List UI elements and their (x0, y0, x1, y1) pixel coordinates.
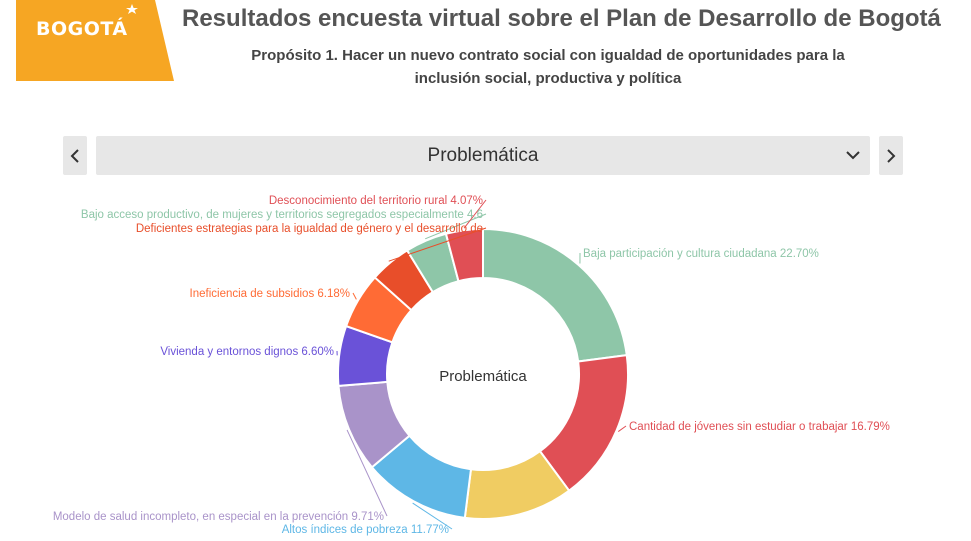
slice-label: Ineficiencia de subsidios 6.18% (190, 288, 350, 300)
leader-line (346, 429, 388, 517)
slice-label: Vivienda y entornos dignos 6.60% (160, 346, 334, 358)
pie-slice[interactable] (444, 227, 484, 283)
chevron-down-icon (846, 151, 860, 160)
slice-label: Deficientes estrategias para la igualdad… (136, 223, 483, 235)
slice-label: Desconocimiento del territorio rural 4.0… (269, 195, 483, 207)
select-value: Problemática (427, 145, 539, 166)
previous-button[interactable] (63, 136, 87, 175)
slice-label: Modelo de salud incompleto, en especial … (53, 511, 384, 523)
next-button[interactable] (879, 136, 903, 175)
subtitle-line-1: Propósito 1. Hacer un nuevo contrato soc… (251, 47, 845, 64)
slice-label: Bajo acceso productivo, de mujeres y ter… (81, 209, 483, 221)
logo-background (16, 0, 174, 81)
leader-line (412, 502, 453, 530)
leader-line (424, 213, 487, 240)
leader-line (617, 425, 627, 432)
bogota-logo: BOGOTÁ (16, 0, 174, 81)
problem-select[interactable]: Problemática (96, 136, 870, 175)
slice-label: Cantidad de jóvenes sin estudiar o traba… (629, 421, 890, 433)
leader-line (388, 227, 487, 262)
leader-line (463, 199, 487, 229)
star-icon (126, 4, 138, 14)
leader-line (352, 292, 357, 300)
chart-center-label: Problemática (439, 368, 527, 385)
chevron-left-icon (70, 148, 79, 163)
slice-label: Altos índices de pobreza 11.77% (282, 524, 449, 536)
page-title: Resultados encuesta virtual sobre el Pla… (182, 5, 941, 32)
chevron-right-icon (887, 148, 896, 163)
logo-text: BOGOTÁ (36, 18, 128, 40)
slice-label: Baja participación y cultura ciudadana 2… (583, 248, 819, 260)
donut-chart: Baja participación y cultura ciudadana 2… (53, 195, 890, 536)
page-subtitle: Propósito 1. Hacer un nuevo contrato soc… (230, 44, 866, 90)
subtitle-line-2: inclusión social, productiva y política (414, 70, 682, 87)
